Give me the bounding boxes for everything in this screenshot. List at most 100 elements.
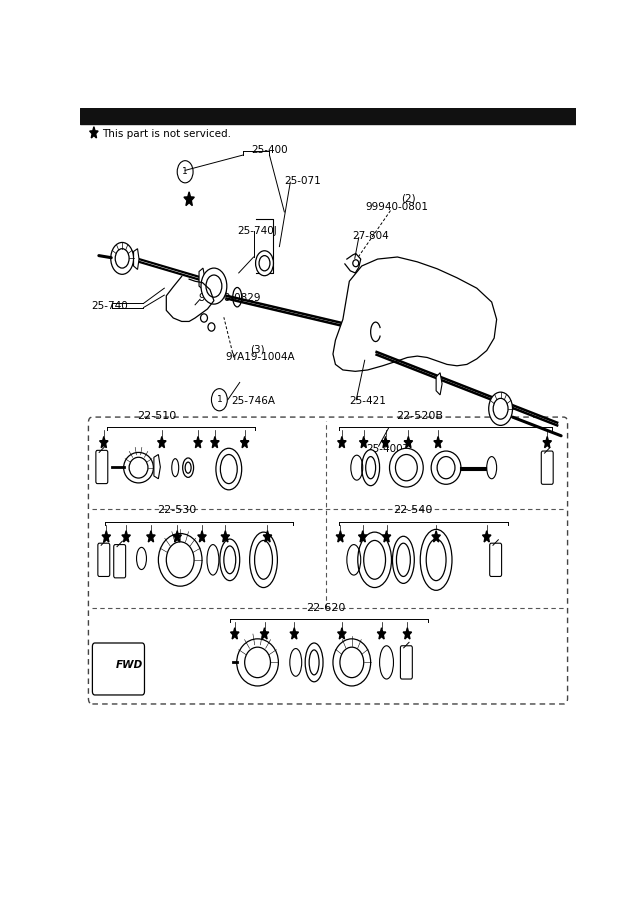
Ellipse shape xyxy=(396,544,410,577)
Text: 25-740: 25-740 xyxy=(91,301,127,310)
Ellipse shape xyxy=(255,251,273,275)
Polygon shape xyxy=(194,436,202,448)
Ellipse shape xyxy=(431,451,461,484)
Ellipse shape xyxy=(200,314,207,322)
Polygon shape xyxy=(102,531,111,542)
Text: 25-746A: 25-746A xyxy=(231,396,275,406)
Bar xyxy=(80,108,576,124)
Ellipse shape xyxy=(220,454,237,483)
Ellipse shape xyxy=(358,532,392,588)
Polygon shape xyxy=(173,531,182,542)
Polygon shape xyxy=(134,248,139,269)
Polygon shape xyxy=(260,628,269,639)
Polygon shape xyxy=(90,127,98,138)
Polygon shape xyxy=(157,436,166,448)
Polygon shape xyxy=(100,436,108,448)
Text: 99940-0801: 99940-0801 xyxy=(365,202,429,212)
Ellipse shape xyxy=(158,534,202,586)
Text: 25-400: 25-400 xyxy=(251,145,288,155)
Text: (2): (2) xyxy=(401,194,416,203)
Text: 1: 1 xyxy=(216,395,222,404)
Polygon shape xyxy=(211,436,219,448)
Polygon shape xyxy=(184,192,195,205)
FancyBboxPatch shape xyxy=(490,544,502,577)
Ellipse shape xyxy=(333,639,371,686)
Polygon shape xyxy=(434,436,442,448)
Polygon shape xyxy=(199,268,205,290)
Ellipse shape xyxy=(362,450,380,486)
Text: 25-071: 25-071 xyxy=(284,176,321,185)
Ellipse shape xyxy=(124,453,154,483)
Ellipse shape xyxy=(305,643,323,682)
Ellipse shape xyxy=(208,323,215,331)
Polygon shape xyxy=(221,531,230,542)
Polygon shape xyxy=(290,628,298,639)
FancyBboxPatch shape xyxy=(401,646,412,679)
Text: 25-400Z: 25-400Z xyxy=(367,444,410,454)
Polygon shape xyxy=(382,531,391,542)
Ellipse shape xyxy=(220,539,240,580)
Ellipse shape xyxy=(111,242,134,274)
Ellipse shape xyxy=(392,536,414,583)
Ellipse shape xyxy=(259,256,270,271)
Ellipse shape xyxy=(224,546,236,573)
Ellipse shape xyxy=(129,457,148,478)
Ellipse shape xyxy=(206,275,222,297)
FancyBboxPatch shape xyxy=(541,451,553,484)
Ellipse shape xyxy=(390,448,423,487)
Polygon shape xyxy=(154,454,161,479)
FancyBboxPatch shape xyxy=(92,643,145,695)
Polygon shape xyxy=(198,531,206,542)
Polygon shape xyxy=(333,257,497,372)
Polygon shape xyxy=(338,436,346,448)
Text: 22-530: 22-530 xyxy=(157,506,196,516)
Polygon shape xyxy=(360,436,368,448)
Ellipse shape xyxy=(216,448,242,490)
Ellipse shape xyxy=(420,529,452,590)
Polygon shape xyxy=(241,436,249,448)
Ellipse shape xyxy=(250,532,277,588)
Ellipse shape xyxy=(364,540,385,580)
Ellipse shape xyxy=(201,268,227,304)
Polygon shape xyxy=(263,531,272,542)
Ellipse shape xyxy=(185,462,191,473)
Text: 9YA19-1004A: 9YA19-1004A xyxy=(226,353,296,363)
Polygon shape xyxy=(381,436,390,448)
Text: 27-804: 27-804 xyxy=(352,231,388,241)
Text: 22-520B: 22-520B xyxy=(396,411,444,421)
Polygon shape xyxy=(147,531,155,542)
Ellipse shape xyxy=(340,647,364,678)
Ellipse shape xyxy=(365,456,376,479)
FancyBboxPatch shape xyxy=(98,544,110,577)
Ellipse shape xyxy=(166,542,194,578)
Polygon shape xyxy=(122,531,131,542)
Ellipse shape xyxy=(437,456,455,479)
Text: (3): (3) xyxy=(251,344,265,355)
Polygon shape xyxy=(403,628,412,639)
Polygon shape xyxy=(378,628,386,639)
Text: This part is not serviced.: This part is not serviced. xyxy=(102,129,231,139)
Ellipse shape xyxy=(182,458,193,477)
Text: 1: 1 xyxy=(182,167,188,176)
Text: 25-740J: 25-740J xyxy=(237,227,278,237)
Polygon shape xyxy=(230,628,239,639)
Ellipse shape xyxy=(255,540,273,580)
Polygon shape xyxy=(436,373,442,395)
Text: (2): (2) xyxy=(213,285,228,295)
Ellipse shape xyxy=(244,647,271,678)
Text: FWD: FWD xyxy=(116,661,143,670)
Text: 22-540: 22-540 xyxy=(394,506,433,516)
Text: 9YA90-0829: 9YA90-0829 xyxy=(198,292,260,303)
Ellipse shape xyxy=(309,650,319,675)
Polygon shape xyxy=(483,531,491,542)
Polygon shape xyxy=(338,628,346,639)
FancyBboxPatch shape xyxy=(96,450,108,483)
Ellipse shape xyxy=(396,454,417,481)
Ellipse shape xyxy=(237,639,278,686)
Polygon shape xyxy=(432,531,440,542)
FancyBboxPatch shape xyxy=(114,544,125,578)
Ellipse shape xyxy=(426,539,446,580)
Polygon shape xyxy=(358,531,367,542)
Ellipse shape xyxy=(353,260,359,266)
Text: 22-510: 22-510 xyxy=(137,411,177,421)
